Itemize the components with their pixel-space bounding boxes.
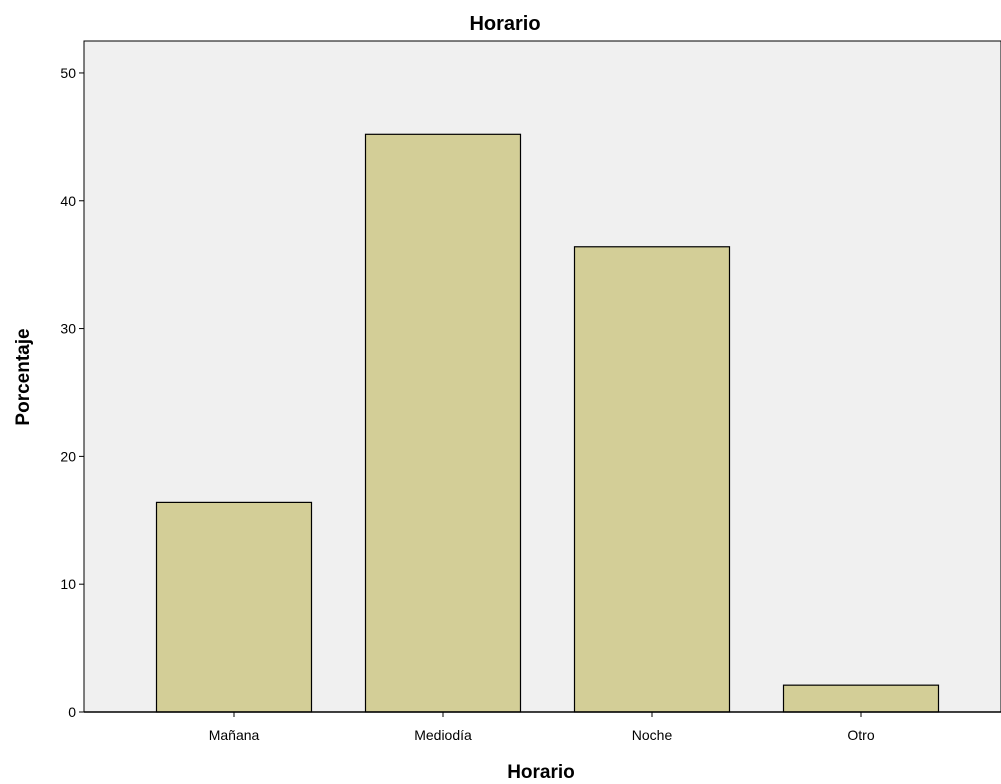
y-tick-label: 0 bbox=[68, 704, 76, 720]
chart-title: Horario bbox=[469, 13, 540, 35]
y-tick-label: 30 bbox=[60, 321, 76, 337]
y-tick-label: 50 bbox=[60, 65, 76, 81]
x-tick-label: Mañana bbox=[209, 727, 260, 743]
x-tick-label: Noche bbox=[632, 727, 673, 743]
y-tick-label: 20 bbox=[60, 448, 76, 464]
bar-noche bbox=[573, 246, 731, 713]
bar-mediodía bbox=[364, 133, 522, 713]
y-axis: 0 10 20 30 40 50 bbox=[60, 41, 85, 720]
y-tick-label: 10 bbox=[60, 576, 76, 592]
x-axis: Mañana Mediodía Noche Otro bbox=[84, 711, 1001, 743]
y-axis-label: Porcentaje bbox=[13, 328, 34, 425]
bar-mañana bbox=[155, 501, 313, 713]
x-tick-label: Otro bbox=[847, 727, 874, 743]
bar-otro bbox=[782, 684, 940, 713]
y-tick-label: 40 bbox=[60, 193, 76, 209]
x-tick-label: Mediodía bbox=[414, 727, 472, 743]
x-axis-label: Horario bbox=[507, 762, 575, 783]
